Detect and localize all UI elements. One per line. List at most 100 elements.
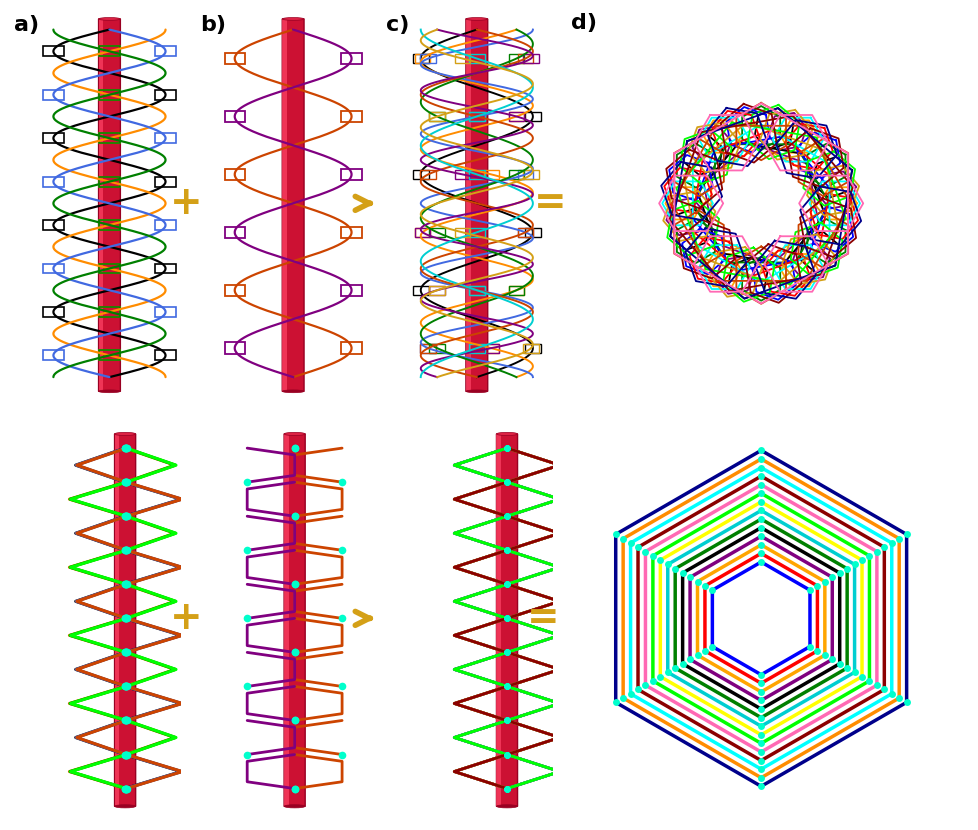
Ellipse shape — [496, 805, 517, 808]
Bar — [509, 112, 523, 121]
Ellipse shape — [114, 805, 136, 808]
FancyBboxPatch shape — [282, 19, 304, 391]
Text: =: = — [526, 599, 559, 637]
Bar — [415, 228, 430, 237]
Bar — [524, 228, 540, 237]
Bar — [99, 177, 119, 187]
Bar — [99, 264, 119, 273]
Bar — [156, 46, 175, 56]
Bar — [483, 344, 499, 353]
Bar — [224, 285, 244, 296]
Bar — [43, 177, 64, 187]
Bar — [483, 170, 499, 178]
Bar — [224, 168, 244, 180]
Bar — [43, 220, 64, 230]
Text: +: + — [169, 599, 202, 637]
Bar — [524, 344, 540, 353]
Bar — [341, 110, 361, 122]
Ellipse shape — [496, 432, 517, 436]
Bar — [454, 170, 469, 178]
Bar — [156, 350, 175, 360]
Bar — [99, 46, 119, 56]
FancyBboxPatch shape — [284, 434, 305, 806]
Text: =: = — [533, 184, 566, 222]
FancyBboxPatch shape — [466, 19, 487, 391]
Bar — [99, 264, 119, 273]
Bar — [341, 168, 361, 180]
Bar — [468, 170, 484, 178]
Bar — [517, 54, 533, 63]
Text: d): d) — [570, 12, 596, 32]
Bar — [429, 112, 445, 121]
Bar — [224, 110, 244, 122]
Ellipse shape — [466, 390, 487, 393]
Bar — [420, 344, 435, 353]
Bar — [517, 170, 533, 178]
Bar — [156, 220, 175, 230]
Text: b): b) — [200, 16, 226, 36]
Bar — [415, 228, 430, 237]
Bar — [483, 344, 499, 353]
Ellipse shape — [114, 432, 136, 436]
Bar — [99, 350, 119, 360]
Bar — [114, 434, 119, 806]
Bar — [99, 307, 119, 317]
Bar — [468, 344, 484, 353]
Bar — [99, 350, 119, 360]
Bar — [99, 90, 119, 100]
Ellipse shape — [282, 17, 304, 20]
Text: +: + — [169, 184, 202, 222]
Bar — [522, 54, 538, 63]
Bar — [509, 54, 523, 63]
Bar — [509, 286, 523, 295]
Bar — [43, 46, 64, 56]
Bar — [156, 90, 175, 100]
Bar — [156, 307, 175, 317]
Bar — [43, 307, 64, 317]
Bar — [468, 286, 484, 295]
Bar — [517, 228, 533, 237]
Ellipse shape — [282, 390, 304, 393]
Bar — [468, 54, 484, 63]
FancyBboxPatch shape — [99, 19, 120, 391]
Bar — [99, 134, 119, 143]
Bar — [99, 19, 104, 391]
Bar — [429, 112, 445, 121]
Ellipse shape — [284, 805, 305, 808]
Bar — [522, 344, 538, 353]
Bar — [468, 112, 484, 121]
Bar — [99, 134, 119, 143]
Bar — [509, 170, 523, 178]
Bar — [429, 344, 445, 353]
Bar — [466, 19, 470, 391]
Bar — [429, 228, 445, 237]
FancyBboxPatch shape — [114, 434, 136, 806]
Bar — [413, 170, 428, 178]
Bar — [468, 286, 484, 295]
FancyBboxPatch shape — [496, 434, 517, 806]
Ellipse shape — [466, 17, 487, 20]
Bar — [454, 228, 469, 237]
Bar — [415, 54, 430, 63]
Bar — [496, 434, 501, 806]
Bar — [509, 112, 523, 121]
Bar — [156, 134, 175, 143]
Ellipse shape — [99, 17, 120, 20]
Bar — [99, 307, 119, 317]
Text: c): c) — [385, 16, 409, 36]
Bar — [99, 90, 119, 100]
Bar — [224, 53, 244, 64]
Bar — [524, 112, 540, 121]
Bar — [99, 220, 119, 230]
Bar — [517, 228, 533, 237]
Bar — [282, 19, 287, 391]
Bar — [522, 170, 538, 178]
Bar — [156, 264, 175, 273]
Bar — [468, 112, 484, 121]
Bar — [420, 54, 435, 63]
Bar — [99, 220, 119, 230]
Bar — [420, 344, 435, 353]
Bar — [420, 170, 435, 178]
Ellipse shape — [99, 390, 120, 393]
Text: a): a) — [14, 16, 39, 36]
